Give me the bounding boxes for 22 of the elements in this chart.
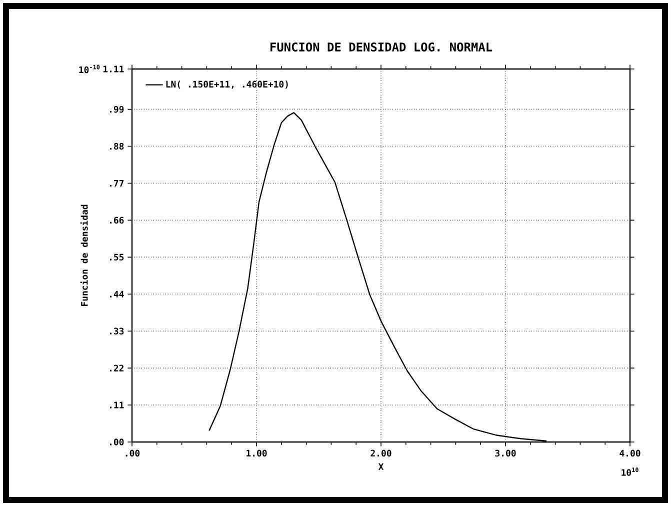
legend-label: LN( .150E+11, .460E+10) [166,80,288,89]
chart-title: FUNCION DE DENSIDAD LOG. NORMAL [270,42,492,52]
text: 10$^{10}$ [622,468,638,476]
x-axis-title: X [378,463,384,470]
text: 10$^{-10}$ [79,64,100,74]
y-tick-label: .88 [110,142,124,150]
y-tick-label: .11 [110,402,124,408]
x-tick-label: 3.00 [495,450,516,457]
x-tick-label: 2.00 [370,450,392,457]
x-tick-label: 4.00 [620,450,640,457]
y-axis-title: Funcion de densidad [80,204,88,306]
y-tick-label: .55 [110,254,124,261]
y-tick-label: .22 [110,364,124,372]
y-tick-label: 1.11 [103,66,124,72]
y-tick-label: .99 [110,106,124,113]
y-tick-label: .00 [110,438,124,446]
y-tick-label: .33 [110,328,124,334]
x-tick-label: 1.00 [246,450,267,457]
y-tick-label: .77 [110,180,124,187]
x-tick-label: .00 [126,450,140,457]
y-tick-label: .66 [110,216,124,224]
y-tick-label: .44 [110,290,124,298]
